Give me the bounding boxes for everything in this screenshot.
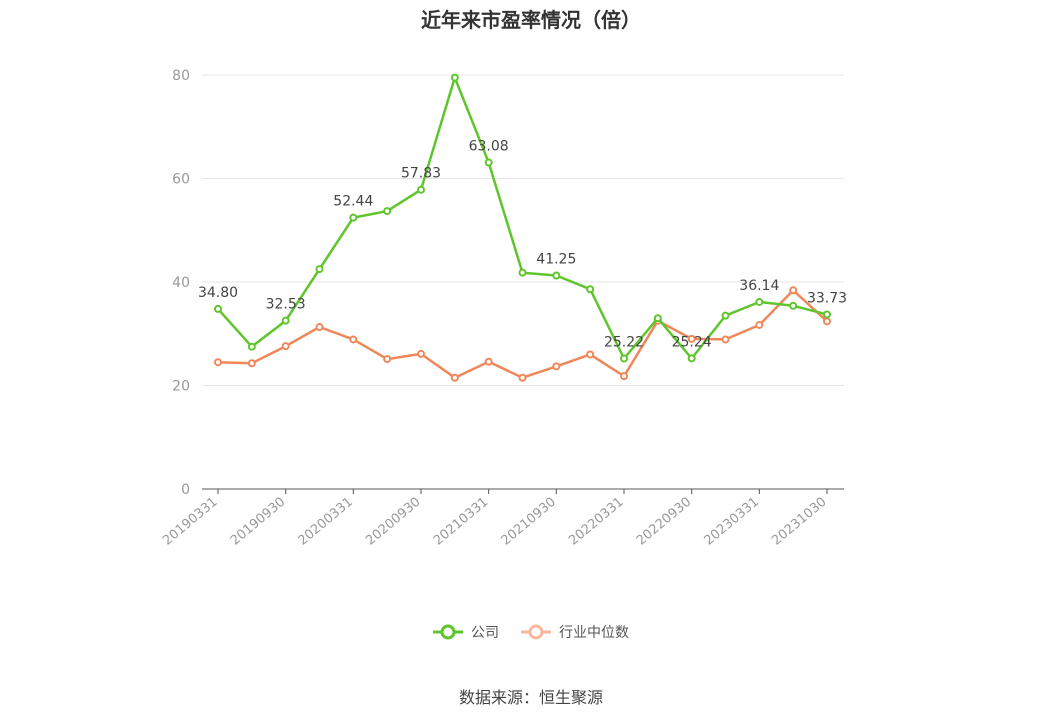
data-point-1 [823, 317, 831, 326]
x-tick-label: 20230331 [702, 495, 762, 549]
x-tick-label: 20190331 [160, 495, 220, 549]
data-point-0 [653, 314, 662, 323]
data-point-0 [552, 271, 561, 280]
data-point-0 [789, 301, 798, 310]
data-point-1 [518, 373, 527, 382]
legend-item-industry-median[interactable]: 行业中位数 [521, 622, 629, 642]
data-point-1 [721, 335, 730, 344]
data-point-1 [349, 335, 358, 344]
data-point-0 [484, 158, 493, 167]
data-point-0 [586, 285, 595, 294]
data-point-0 [214, 304, 222, 313]
data-point-1 [552, 362, 561, 371]
x-tick-label: 20200930 [363, 495, 423, 549]
legend-industry-median-icon [521, 624, 551, 640]
legend: 公司 行业中位数 [0, 622, 1062, 642]
data-point-1 [789, 286, 798, 295]
data-point-0 [349, 213, 358, 222]
data-label: 32.53 [266, 297, 306, 313]
y-tick-label: 0 [181, 482, 190, 498]
data-point-1 [620, 372, 628, 381]
y-tick-label: 40 [172, 275, 190, 291]
y-tick-label: 60 [172, 172, 190, 188]
x-tick-label: 20220331 [566, 495, 626, 549]
data-point-1 [687, 334, 696, 343]
data-label: 34.80 [198, 285, 238, 301]
data-label: 36.14 [739, 278, 779, 294]
data-point-0 [281, 316, 290, 325]
data-point-0 [721, 311, 730, 320]
data-source: 数据来源：恒生聚源 [458, 688, 603, 707]
data-point-0 [247, 342, 256, 351]
y-tick-label: 80 [172, 68, 190, 84]
series-line-1 [217, 289, 828, 379]
y-tick-label: 20 [172, 379, 190, 395]
legend-item-company[interactable]: 公司 [433, 622, 499, 642]
data-point-1 [383, 355, 392, 364]
legend-company-icon [433, 624, 463, 640]
data-point-1 [484, 357, 493, 366]
data-label: 63.08 [469, 139, 509, 155]
data-label: 57.83 [401, 166, 441, 182]
data-point-1 [755, 320, 764, 329]
data-label: 25.22 [604, 334, 644, 350]
legend-company-label: 公司 [471, 625, 499, 641]
data-label: 33.73 [807, 290, 847, 306]
data-point-0 [315, 265, 324, 274]
x-tick-label: 20220930 [634, 495, 694, 549]
series-line-0 [217, 76, 828, 360]
data-point-1 [214, 358, 222, 367]
data-point-0 [450, 73, 459, 82]
data-label: 25.24 [672, 334, 712, 350]
data-point-1 [586, 350, 595, 359]
x-tick-label: 20200331 [296, 495, 356, 549]
data-point-0 [687, 354, 696, 363]
x-tick-label: 20231030 [769, 495, 829, 549]
data-point-1 [281, 342, 290, 351]
data-point-0 [417, 185, 425, 194]
x-tick-label: 20210331 [431, 495, 491, 549]
chart-title: 近年来市盈率情况（倍） [421, 8, 641, 32]
data-point-1 [450, 373, 459, 382]
data-point-0 [383, 207, 392, 216]
legend-industry-median-label: 行业中位数 [559, 625, 629, 641]
data-point-1 [315, 323, 324, 332]
data-label: 52.44 [333, 194, 373, 210]
data-point-0 [755, 297, 764, 306]
data-label: 41.25 [536, 252, 576, 268]
data-point-0 [518, 268, 527, 277]
data-point-0 [823, 310, 831, 319]
data-point-0 [620, 354, 628, 363]
data-point-1 [247, 359, 256, 368]
x-tick-label: 20210930 [499, 495, 559, 549]
x-tick-label: 20190930 [228, 495, 288, 549]
data-point-1 [417, 349, 425, 358]
